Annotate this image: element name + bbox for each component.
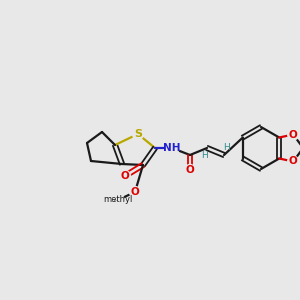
Circle shape (133, 128, 143, 140)
Circle shape (130, 187, 140, 197)
Text: methyl: methyl (103, 196, 133, 205)
Circle shape (112, 194, 124, 206)
Circle shape (288, 156, 299, 167)
Circle shape (119, 170, 130, 182)
Circle shape (288, 129, 299, 140)
Text: O: O (289, 130, 298, 140)
Circle shape (184, 164, 196, 175)
Text: O: O (130, 187, 140, 197)
Text: NH: NH (163, 143, 181, 153)
Text: O: O (289, 157, 298, 166)
Circle shape (165, 141, 179, 155)
Text: H: H (223, 142, 230, 152)
Text: methyl: methyl (114, 200, 118, 201)
Text: H: H (202, 152, 208, 160)
Text: S: S (134, 129, 142, 139)
Text: O: O (121, 171, 129, 181)
Text: O: O (186, 165, 194, 175)
